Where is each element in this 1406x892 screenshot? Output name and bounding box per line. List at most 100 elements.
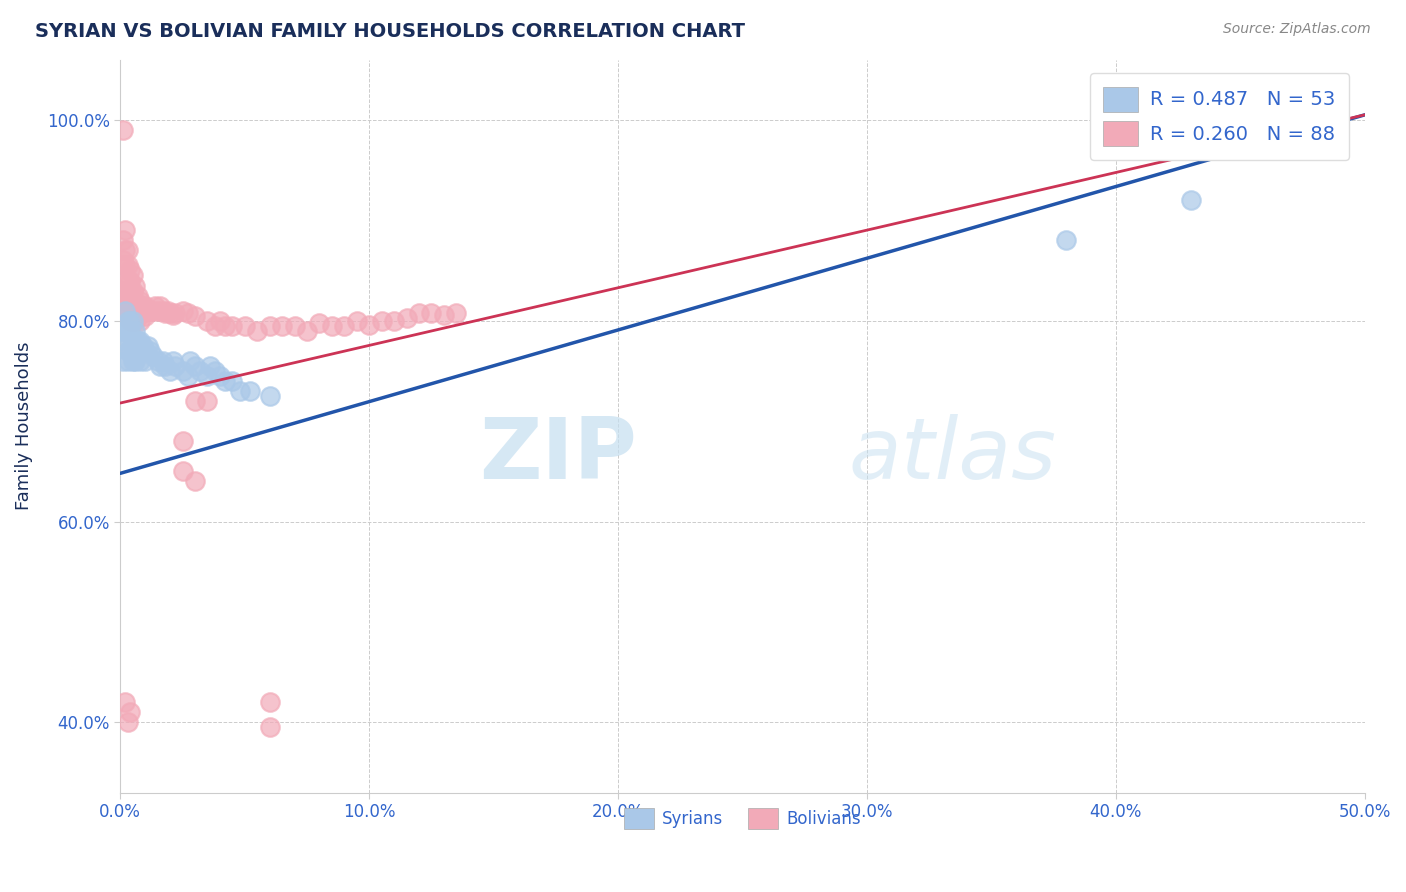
Point — [127, 309, 149, 323]
Point — [124, 354, 146, 368]
Point — [124, 293, 146, 308]
Point — [120, 284, 142, 298]
Point — [124, 324, 146, 338]
Point — [162, 354, 184, 368]
Point — [120, 314, 142, 328]
Point — [1180, 193, 1202, 207]
Point — [136, 303, 159, 318]
Point — [346, 314, 368, 328]
Legend: Syrians, Bolivians: Syrians, Bolivians — [617, 801, 868, 836]
Text: SYRIAN VS BOLIVIAN FAMILY HOUSEHOLDS CORRELATION CHART: SYRIAN VS BOLIVIAN FAMILY HOUSEHOLDS COR… — [35, 22, 745, 41]
Point — [197, 368, 219, 383]
Point — [149, 359, 172, 373]
Point — [117, 259, 139, 273]
Point — [117, 343, 139, 358]
Point — [117, 244, 139, 258]
Point — [370, 314, 392, 328]
Point — [172, 464, 194, 478]
Point — [127, 343, 149, 358]
Point — [114, 324, 136, 338]
Point — [120, 273, 142, 287]
Point — [121, 314, 143, 328]
Point — [172, 434, 194, 449]
Point — [156, 303, 179, 318]
Point — [114, 334, 136, 348]
Text: Source: ZipAtlas.com: Source: ZipAtlas.com — [1223, 22, 1371, 37]
Point — [188, 364, 211, 378]
Point — [153, 306, 176, 320]
Point — [197, 314, 219, 328]
Point — [114, 244, 136, 258]
Point — [124, 343, 146, 358]
Point — [111, 123, 134, 137]
Point — [117, 715, 139, 730]
Point — [246, 324, 269, 338]
Point — [152, 303, 174, 318]
Point — [162, 308, 184, 322]
Point — [114, 223, 136, 237]
Point — [172, 303, 194, 318]
Point — [146, 303, 169, 318]
Point — [359, 318, 381, 332]
Point — [146, 354, 169, 368]
Point — [259, 318, 281, 333]
Point — [121, 284, 143, 298]
Point — [204, 364, 226, 378]
Point — [153, 359, 176, 373]
Point — [131, 339, 153, 353]
Point — [129, 334, 152, 348]
Point — [165, 306, 187, 320]
Point — [120, 706, 142, 720]
Point — [139, 343, 162, 358]
Point — [120, 303, 142, 318]
Point — [131, 299, 153, 313]
Point — [114, 695, 136, 709]
Point — [121, 293, 143, 308]
Y-axis label: Family Households: Family Households — [15, 342, 32, 510]
Point — [111, 253, 134, 268]
Point — [208, 368, 231, 383]
Point — [408, 306, 430, 320]
Point — [214, 374, 236, 388]
Point — [165, 359, 187, 373]
Point — [127, 299, 149, 313]
Text: ZIP: ZIP — [479, 414, 637, 497]
Point — [129, 293, 152, 308]
Point — [233, 318, 256, 333]
Point — [134, 343, 156, 358]
Point — [121, 334, 143, 348]
Point — [129, 303, 152, 318]
Point — [176, 368, 198, 383]
Point — [120, 324, 142, 338]
Point — [295, 324, 318, 338]
Point — [121, 268, 143, 283]
Point — [127, 288, 149, 302]
Point — [117, 303, 139, 318]
Point — [117, 273, 139, 287]
Point — [124, 278, 146, 293]
Point — [395, 310, 418, 325]
Point — [149, 299, 172, 313]
Point — [308, 316, 330, 330]
Point — [446, 306, 468, 320]
Point — [111, 354, 134, 368]
Point — [259, 695, 281, 709]
Point — [159, 364, 181, 378]
Point — [259, 389, 281, 403]
Point — [198, 359, 221, 373]
Point — [117, 314, 139, 328]
Point — [114, 293, 136, 308]
Point — [139, 303, 162, 318]
Point — [134, 299, 156, 313]
Point — [283, 318, 305, 333]
Point — [129, 354, 152, 368]
Point — [121, 314, 143, 328]
Point — [221, 318, 243, 333]
Point — [129, 314, 152, 328]
Point — [184, 475, 207, 489]
Point — [259, 720, 281, 734]
Point — [129, 343, 152, 358]
Point — [179, 354, 201, 368]
Point — [271, 318, 294, 333]
Point — [152, 354, 174, 368]
